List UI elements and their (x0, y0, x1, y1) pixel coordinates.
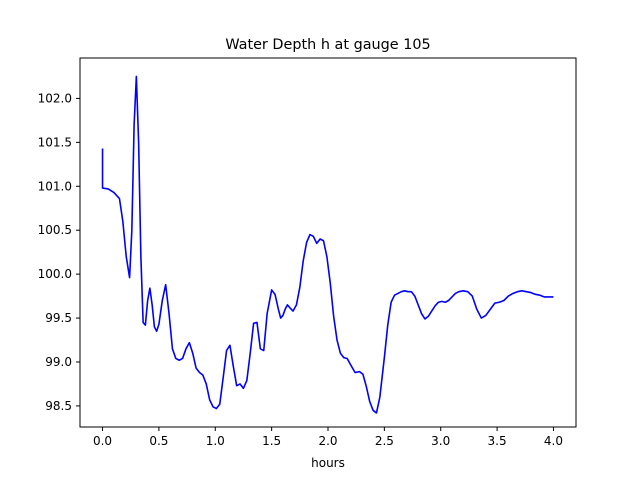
y-tick-label: 100.0 (38, 267, 72, 281)
y-tick-label: 101.0 (38, 179, 72, 193)
x-tick-label: 2.5 (375, 434, 394, 448)
chart-title: Water Depth h at gauge 105 (225, 37, 430, 53)
x-tick-label: 1.0 (206, 434, 225, 448)
x-tick-label: 3.5 (488, 434, 507, 448)
y-tick-label: 100.5 (38, 223, 72, 237)
y-tick-label: 99.0 (45, 355, 72, 369)
y-tick-label: 99.5 (45, 311, 72, 325)
y-tick-label: 102.0 (38, 91, 72, 105)
y-tick-label: 98.5 (45, 399, 72, 413)
plot-area: 0.0 0.5 1.0 1.5 2.0 2.5 3.0 3.5 4.0 98.5 99.0 99.5 1… (38, 57, 577, 448)
x-tick-label: 2.0 (318, 434, 337, 448)
x-tick-label: 0.5 (149, 434, 168, 448)
x-tick-label: 4.0 (544, 434, 563, 448)
x-tick-label: 0.0 (93, 434, 112, 448)
x-tick-label: 3.0 (431, 434, 450, 448)
data-series-line-0 (101, 75, 554, 414)
x-axis-title: hours (311, 456, 345, 470)
x-tick-label: 1.5 (262, 434, 281, 448)
y-tick-label: 101.5 (38, 135, 72, 149)
